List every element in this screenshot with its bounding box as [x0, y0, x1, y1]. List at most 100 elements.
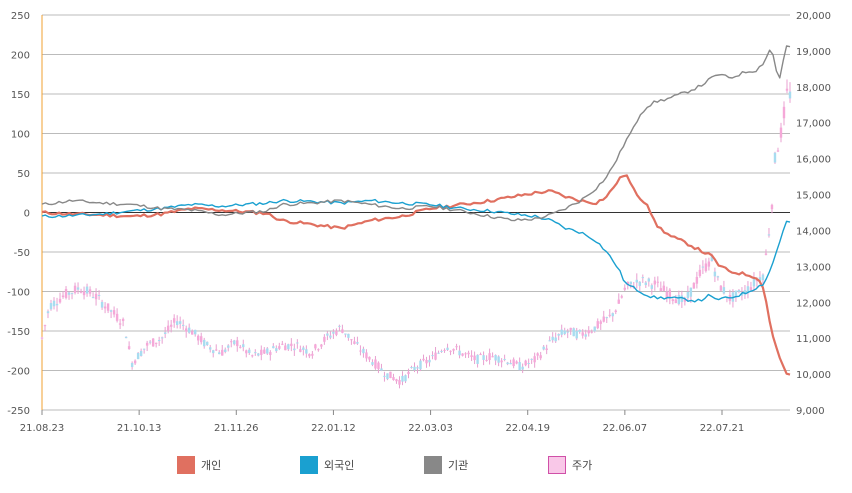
- price-candle-body: [473, 355, 476, 361]
- price-candle-body: [206, 341, 209, 346]
- price-candle-body: [635, 279, 638, 283]
- price-candle-body: [94, 293, 98, 300]
- price-candle-body: [407, 371, 410, 375]
- price-candle-body: [163, 332, 167, 335]
- price-candle-body: [422, 358, 425, 361]
- price-candle-body: [263, 349, 266, 354]
- price-candle-body: [698, 269, 702, 276]
- x-axis-ticks: 21.08.23 21.10.13 21.11.26 22.01.12 22.03.03…: [20, 410, 745, 434]
- price-candle-body: [266, 348, 269, 354]
- price-candle-body: [335, 330, 338, 335]
- x-tick-label: 21.08.23: [20, 423, 65, 434]
- price-candle-body: [215, 349, 218, 351]
- price-candle-body: [296, 342, 299, 344]
- price-candle-body: [620, 296, 623, 298]
- price-candle-body: [647, 278, 651, 282]
- price-candle-body: [413, 366, 416, 371]
- price-candle-body: [91, 297, 95, 299]
- x-tick-label: 21.10.13: [117, 423, 162, 434]
- price-candle-body: [112, 310, 116, 315]
- price-candle-body: [106, 303, 110, 311]
- left-tick-label: -250: [7, 406, 30, 417]
- price-candle-body: [172, 318, 176, 323]
- price-candle-body: [569, 327, 572, 330]
- price-candle-body: [743, 290, 747, 295]
- price-candle-body: [443, 349, 446, 351]
- price-candle-body: [779, 127, 783, 138]
- price-candle-body: [79, 291, 83, 293]
- legend-item-institution[interactable]: 기관: [424, 456, 468, 474]
- price-candle-body: [608, 314, 611, 316]
- price-candle-body: [353, 341, 356, 344]
- price-candle-body: [644, 282, 648, 286]
- left-tick-label: -200: [7, 367, 30, 378]
- price-candle-body: [734, 290, 738, 297]
- price-candle-body: [154, 342, 158, 344]
- legend-item-individual[interactable]: 개인: [177, 456, 221, 474]
- price-candle-body: [770, 204, 774, 210]
- right-tick-label: 14,000: [796, 226, 831, 237]
- price-candle-body: [133, 360, 137, 364]
- right-tick-label: 20,000: [796, 11, 831, 22]
- price-candle-body: [227, 345, 230, 348]
- price-candle-body: [40, 337, 44, 339]
- price-candle-body: [341, 329, 344, 333]
- legend-swatch-foreign: [300, 456, 318, 474]
- legend-item-price[interactable]: 주가: [548, 456, 592, 474]
- price-candle-body: [752, 278, 756, 287]
- price-candle-body: [599, 321, 602, 324]
- price-candle-body: [506, 362, 509, 365]
- price-candle-body: [641, 277, 645, 279]
- price-candle-body: [467, 352, 470, 355]
- price-candle-body: [218, 352, 221, 355]
- price-candle-body: [707, 261, 711, 267]
- price-candle-body: [689, 287, 693, 297]
- right-tick-label: 17,000: [796, 119, 831, 130]
- price-candle-body: [590, 331, 593, 333]
- price-candle-body: [308, 354, 311, 357]
- price-candle-body: [527, 363, 530, 365]
- price-candle-body: [650, 285, 654, 289]
- price-candle-body: [668, 289, 672, 299]
- price-candle-body: [127, 346, 131, 350]
- price-candle-body: [130, 362, 134, 368]
- price-candle-body: [148, 341, 152, 343]
- price-candle-body: [557, 333, 560, 336]
- price-candle-body: [293, 348, 296, 351]
- price-candle-body: [169, 324, 173, 327]
- price-candle-body: [773, 152, 777, 163]
- price-candle-body: [392, 377, 395, 381]
- right-tick-label: 19,000: [796, 47, 831, 58]
- price-candle-body: [560, 329, 563, 335]
- price-candle-body: [278, 346, 281, 349]
- price-candle-body: [605, 317, 608, 319]
- price-candle-body: [338, 325, 341, 327]
- price-candle-body: [272, 346, 275, 349]
- price-candle-body: [485, 359, 488, 361]
- price-candle-body: [209, 347, 212, 350]
- legend-swatch-price: [548, 456, 566, 474]
- price-candle-body: [70, 293, 74, 295]
- price-candle-body: [470, 355, 473, 357]
- price-candle-body: [257, 353, 260, 356]
- price-candle-body: [452, 348, 455, 351]
- left-tick-label: 100: [11, 130, 30, 141]
- price-candle-body: [317, 349, 320, 351]
- right-tick-label: 12,000: [796, 298, 831, 309]
- price-candle-body: [464, 353, 467, 355]
- x-tick-label: 22.07.21: [700, 423, 745, 434]
- price-candle-body: [73, 285, 77, 293]
- price-candle-body: [43, 325, 47, 327]
- price-candle-body: [623, 287, 626, 290]
- right-tick-label: 18,000: [796, 83, 831, 94]
- x-tick-label: 22.01.12: [311, 423, 356, 434]
- right-tick-label: 16,000: [796, 155, 831, 166]
- price-candle-body: [275, 348, 278, 352]
- price-candle-body: [629, 281, 632, 285]
- price-candle-body: [713, 271, 717, 277]
- price-candle-body: [245, 350, 248, 354]
- right-tick-label: 15,000: [796, 191, 831, 202]
- price-candle-body: [617, 299, 620, 304]
- series-line-외국인: [41, 198, 791, 303]
- legend-item-foreign[interactable]: 외국인: [300, 456, 354, 474]
